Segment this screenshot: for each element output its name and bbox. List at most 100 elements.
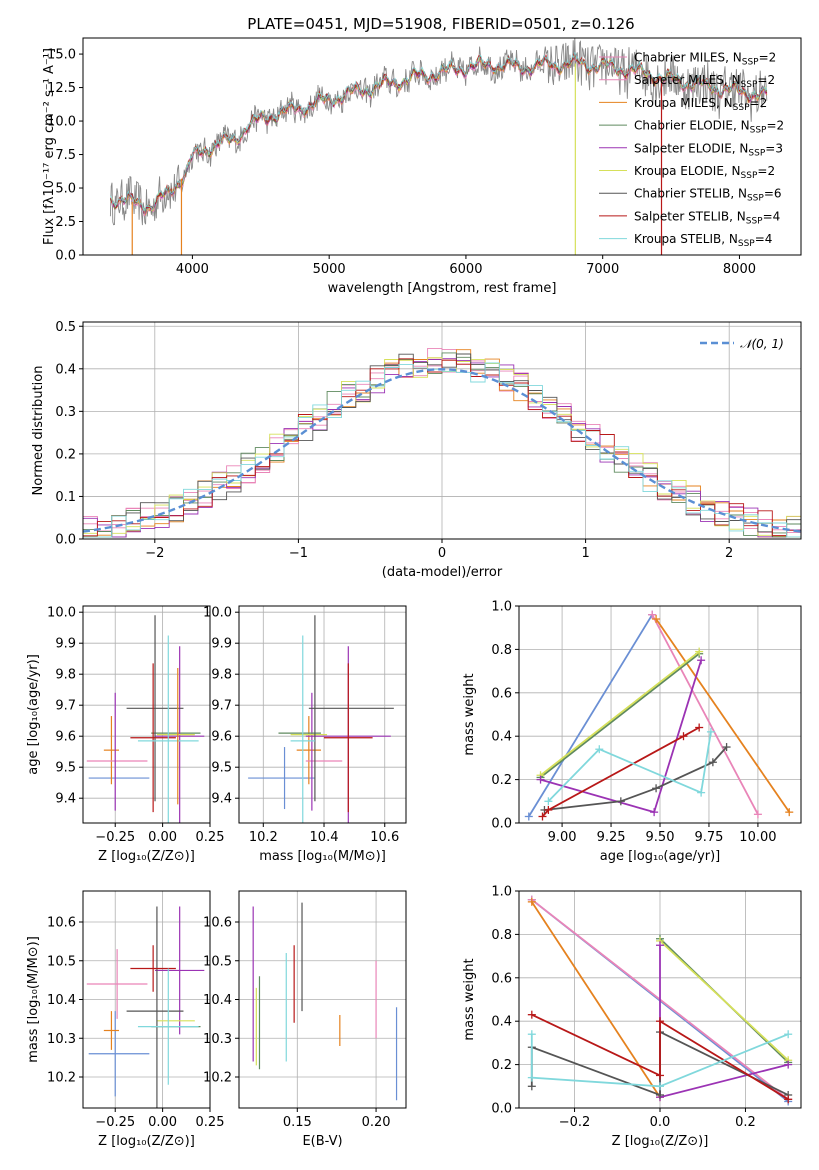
figure-title: PLATE=0451, MJD=51908, FIBERID=0501, z=0… bbox=[247, 15, 634, 33]
weight-line bbox=[655, 618, 791, 813]
plot-area-weight-vs-age bbox=[524, 610, 794, 821]
y-tick-label: 9.6 bbox=[55, 730, 76, 745]
weight-marker bbox=[538, 812, 547, 821]
weight-marker bbox=[544, 805, 553, 814]
weight-marker bbox=[697, 788, 706, 797]
weight-marker bbox=[650, 808, 659, 817]
legend-entry-subscript: SSP bbox=[738, 239, 755, 249]
y-tick-label: 5.0 bbox=[55, 182, 76, 197]
y-tick-label: 10.6 bbox=[203, 916, 232, 931]
weight-marker bbox=[656, 1071, 664, 1080]
y-tick-label: 0.0 bbox=[55, 249, 76, 264]
errorbar-point bbox=[130, 945, 176, 992]
y-tick-label: 10.4 bbox=[203, 993, 232, 1008]
weight-marker bbox=[656, 1090, 664, 1099]
weight-marker bbox=[527, 1082, 536, 1091]
errorbar-point bbox=[126, 615, 184, 802]
y-tick-label: 10.2 bbox=[203, 1071, 232, 1086]
x-tick-label: −0.25 bbox=[95, 830, 135, 845]
x-axis-label: Z [log₁₀(Z/Z⊙)] bbox=[98, 1134, 195, 1149]
weight-line bbox=[539, 650, 700, 777]
model-spectrum-line bbox=[110, 52, 768, 213]
y-tick-label: 0.8 bbox=[491, 643, 512, 658]
weight-series bbox=[656, 936, 793, 1065]
x-tick-label: 9.25 bbox=[597, 830, 626, 845]
y-tick-label: 0.8 bbox=[491, 928, 512, 943]
x-tick-label: 0.2 bbox=[735, 1115, 756, 1130]
x-tick-label: 8000 bbox=[723, 262, 756, 277]
weight-series bbox=[536, 649, 704, 782]
legend-entry-count: =2 bbox=[750, 96, 768, 110]
legend-entry-label: Salpeter MILES, N bbox=[634, 73, 741, 87]
legend-entry-subscript: SSP bbox=[746, 216, 763, 226]
weight-series bbox=[538, 723, 704, 821]
weight-line bbox=[531, 901, 661, 1098]
weight-marker bbox=[679, 732, 688, 741]
weight-series bbox=[524, 610, 657, 821]
errorbar-point bbox=[324, 663, 373, 813]
y-axis-label: Flux [fλ10⁻¹⁷ erg cm⁻² s⁻¹ A⁻¹] bbox=[42, 48, 57, 245]
y-axis-label: age [log₁₀(age/yr)] bbox=[26, 654, 41, 775]
x-tick-label: 10.6 bbox=[370, 830, 399, 845]
legend-entry: Chabrier MILES, NSSP=2 bbox=[634, 51, 776, 68]
weight-marker bbox=[695, 647, 704, 656]
weight-series bbox=[536, 647, 704, 780]
weight-marker bbox=[697, 656, 706, 665]
axes-frame bbox=[82, 605, 211, 824]
legend-entry-subscript: SSP bbox=[742, 58, 759, 68]
x-tick-label: 1 bbox=[581, 546, 589, 561]
x-axis-label: E(B-V) bbox=[302, 1134, 342, 1149]
legend-entry-label: Chabrier MILES, N bbox=[634, 51, 742, 65]
weight-marker bbox=[753, 810, 762, 819]
plot-area-age-vs-mass bbox=[248, 615, 394, 823]
weight-marker bbox=[784, 1095, 793, 1104]
y-tick-label: 10.0 bbox=[47, 606, 76, 621]
weight-marker bbox=[722, 743, 731, 752]
x-tick-label: −2 bbox=[145, 546, 164, 561]
y-tick-label: 15.0 bbox=[47, 48, 76, 63]
errorbar-point bbox=[130, 663, 176, 813]
y-tick-label: 0.5 bbox=[55, 320, 76, 335]
y-tick-label: 9.5 bbox=[211, 761, 232, 776]
y-tick-label: 10.3 bbox=[47, 1032, 76, 1047]
weight-marker bbox=[652, 615, 661, 624]
x-tick-label: 10.4 bbox=[310, 830, 339, 845]
y-tick-label: 2.5 bbox=[55, 215, 76, 230]
plot-area-age-vs-Z bbox=[86, 615, 205, 823]
x-axis-label: age [log₁₀(age/yr)] bbox=[600, 849, 721, 864]
legend-entry-label: Kroupa MILES, N bbox=[634, 96, 733, 110]
y-axis-label: Normed distribution bbox=[31, 366, 46, 496]
x-tick-label: 9.75 bbox=[694, 830, 723, 845]
legend-entry-label: Chabrier ELODIE, N bbox=[634, 119, 750, 133]
weight-series bbox=[648, 610, 762, 819]
x-tick-label: −0.2 bbox=[559, 1115, 591, 1130]
y-tick-label: 1.0 bbox=[491, 885, 512, 900]
weight-marker bbox=[784, 1030, 793, 1039]
histogram-step-line bbox=[83, 362, 801, 538]
weight-line bbox=[539, 652, 700, 779]
x-tick-label: 0.20 bbox=[362, 1115, 391, 1130]
x-tick-label: 6000 bbox=[449, 262, 482, 277]
y-axis-label: mass [log₁₀(M/M⊙)] bbox=[26, 936, 41, 1063]
errorbar-point bbox=[155, 906, 205, 1035]
legend-entry: Salpeter ELODIE, NSSP=3 bbox=[634, 141, 783, 158]
weight-marker bbox=[616, 797, 625, 806]
legend-entry-label: Chabrier STELIB, N bbox=[634, 187, 747, 201]
y-tick-label: 10.2 bbox=[47, 1071, 76, 1086]
panel-residuals: 𝒩(0, 1) −2 −1 0 1 2 0.0 0.1 0.2 0.3 0.4 0.5 (data-mo… bbox=[31, 320, 802, 580]
legend-entry: Salpeter STELIB, NSSP=4 bbox=[634, 209, 780, 226]
y-tick-label: 9.6 bbox=[211, 730, 232, 745]
y-tick-label: 0.2 bbox=[55, 447, 76, 462]
legend-entry-label: Kroupa STELIB, N bbox=[634, 232, 738, 246]
legend-entry-label: Salpeter STELIB, N bbox=[634, 209, 746, 223]
x-axis-label: Z [log₁₀(Z/Z⊙)] bbox=[98, 849, 195, 864]
panel-weight-vs-Z: −0.2 0.0 0.2 0.0 0.2 0.4 0.6 0.8 1.0 Z [log₁₀(Z/Z… bbox=[462, 885, 802, 1149]
plot-area-weight-vs-Z bbox=[527, 895, 793, 1106]
errorbar-point bbox=[155, 646, 205, 823]
weight-series bbox=[652, 615, 794, 817]
weight-marker bbox=[706, 727, 715, 736]
x-tick-label: 5000 bbox=[313, 262, 346, 277]
legend-entry: Kroupa ELODIE, NSSP=2 bbox=[634, 164, 775, 181]
legend-entry: Salpeter MILES, NSSP=2 bbox=[634, 73, 775, 90]
y-tick-label: 9.7 bbox=[55, 699, 76, 714]
